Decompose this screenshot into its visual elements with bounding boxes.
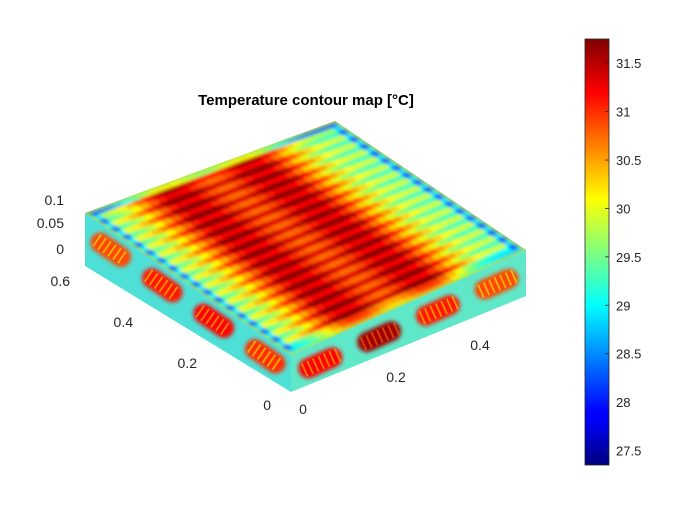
x-tick: 0 <box>299 401 307 417</box>
channel-stripe <box>112 247 122 261</box>
colorbar-tick-label: 30.5 <box>616 153 641 168</box>
channel-stripe <box>306 360 314 375</box>
colorbar-tick-label: 28 <box>616 395 630 410</box>
colorbar-tick-label: 30 <box>616 201 630 216</box>
channel-stripe <box>423 308 432 322</box>
channel-cell <box>193 303 235 338</box>
y-tick: 0 <box>263 397 271 413</box>
channel-stripe <box>153 276 164 290</box>
colorbar-gradient <box>584 38 610 466</box>
channel-stripe <box>266 354 277 367</box>
channel-cell <box>474 268 519 300</box>
channel-stripe <box>333 348 342 362</box>
channel-stripe <box>205 311 215 325</box>
channel-stripe <box>158 279 169 293</box>
channel-cell <box>244 339 286 374</box>
channel-stripe <box>482 281 491 296</box>
channel-stripe <box>102 240 112 254</box>
channel-stripe <box>418 310 426 325</box>
colorbar-tick-label: 31.5 <box>616 56 641 71</box>
axes: 0 0.2 0.4 0 0.2 0.4 0.6 0 0.05 0.1 <box>37 192 490 417</box>
channel-cell <box>141 268 183 303</box>
channel-stripe <box>200 308 210 322</box>
temperature-surface <box>85 121 526 392</box>
channel-stripe <box>256 347 267 361</box>
channel-stripe <box>445 298 454 312</box>
channel-stripe <box>510 269 518 284</box>
channel-stripe <box>97 237 107 251</box>
channel-stripe <box>300 363 309 377</box>
left-face <box>85 213 291 392</box>
channel-stripe <box>451 295 459 310</box>
channel-stripe <box>488 279 496 294</box>
chart-title: Temperature contour map [°C] <box>198 92 414 109</box>
channel-stripe <box>429 305 437 320</box>
x-tick: 0.2 <box>386 369 406 385</box>
channel-stripe <box>251 343 262 357</box>
channel-cell <box>357 321 402 352</box>
channel-stripe <box>143 269 154 283</box>
channel-cell <box>90 232 132 267</box>
channel-stripe <box>148 272 159 286</box>
channel-stripe <box>163 283 174 296</box>
channel-cell <box>415 295 460 326</box>
channel-stripe <box>434 303 443 317</box>
channel-stripe <box>322 353 331 367</box>
channel-stripe <box>117 251 127 264</box>
colorbar-tick-label: 31 <box>616 105 630 120</box>
channel-stripe <box>220 322 230 335</box>
channel-stripe <box>271 357 282 371</box>
channel-stripe <box>387 324 395 339</box>
channel-stripe <box>370 331 379 346</box>
channel-cell <box>298 347 343 379</box>
channel-stripe <box>92 234 102 247</box>
channel-stripe <box>195 305 205 318</box>
channel-stripe <box>493 276 502 291</box>
front-face <box>291 250 526 392</box>
channel-stripe <box>440 300 448 315</box>
channel-stripe <box>261 350 272 364</box>
surface-rim <box>85 121 526 355</box>
channel-stripe <box>328 350 336 365</box>
channel-stripe <box>392 322 401 336</box>
y-tick: 0.4 <box>114 314 134 330</box>
channel-stripe <box>499 274 507 289</box>
colorbar-ticks: 27.5 28 28.5 29 29.5 30 30.5 31 31.5 <box>605 56 641 458</box>
z-tick: 0 <box>56 241 64 257</box>
top-face <box>85 121 526 355</box>
colorbar-tick-label: 29 <box>616 298 630 313</box>
y-tick: 0.2 <box>178 355 198 371</box>
channel-stripe <box>311 358 320 372</box>
x-tick: 0.4 <box>470 337 490 353</box>
y-tick: 0.6 <box>51 273 71 289</box>
channel-stripe <box>107 244 117 257</box>
channel-stripe <box>215 318 225 332</box>
channel-stripe <box>376 329 384 344</box>
z-tick: 0.1 <box>45 192 65 208</box>
channel-stripe <box>359 336 368 351</box>
colorbar-tick-label: 27.5 <box>616 443 641 458</box>
channel-stripe <box>246 340 257 354</box>
channel-stripe <box>381 327 390 341</box>
channel-stripe <box>168 286 179 300</box>
colorbar-tick-label: 28.5 <box>616 347 641 362</box>
colorbar: 27.5 28 28.5 29 29.5 30 30.5 31 31.5 <box>584 38 641 466</box>
channel-stripe <box>210 315 220 328</box>
channel-stripe <box>504 272 513 286</box>
colorbar-tick-label: 29.5 <box>616 250 641 265</box>
channel-stripe <box>477 284 485 298</box>
z-tick: 0.05 <box>37 215 64 231</box>
channel-stripe <box>365 334 373 348</box>
channel-stripe <box>317 355 325 370</box>
